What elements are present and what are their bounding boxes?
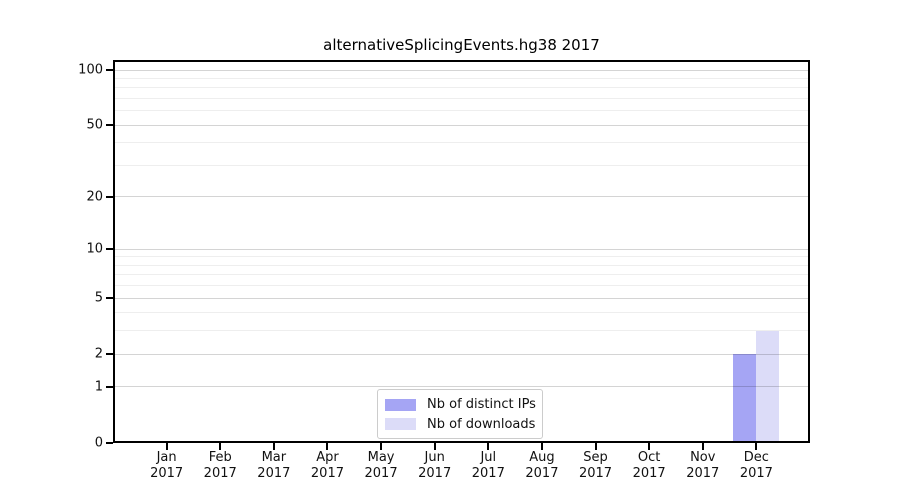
x-axis-tick — [326, 443, 329, 450]
x-tick-label: Apr 2017 — [310, 450, 344, 481]
chart-title: alternativeSplicingEvents.hg38 2017 — [323, 36, 600, 54]
x-axis-tick — [433, 443, 436, 450]
y-gridline-major — [113, 196, 810, 198]
y-axis-tick — [106, 442, 113, 444]
y-tick-label: 10 — [86, 241, 103, 257]
x-tick-label: Jul 2017 — [471, 450, 505, 481]
y-gridline-minor — [113, 285, 810, 287]
x-axis-tick — [648, 443, 651, 450]
x-axis-tick — [487, 443, 490, 450]
y-tick-label: 5 — [94, 290, 103, 306]
x-tick-label: Oct 2017 — [632, 450, 666, 481]
y-tick-label: 0 — [94, 435, 103, 451]
x-axis-tick — [540, 443, 543, 450]
y-tick-label: 100 — [78, 62, 103, 78]
legend-swatch — [385, 418, 416, 431]
y-tick-label: 1 — [94, 379, 103, 395]
bar-downloads — [756, 330, 780, 443]
y-tick-label: 2 — [94, 346, 103, 362]
y-gridline-minor — [113, 264, 810, 266]
y-gridline-major — [113, 353, 810, 355]
y-gridline-minor — [113, 274, 810, 276]
y-gridline-minor — [113, 97, 810, 99]
bar-distinct-ips — [733, 354, 757, 443]
y-axis-tick — [106, 385, 113, 388]
y-gridline-major — [113, 124, 810, 126]
y-gridline-minor — [113, 330, 810, 332]
y-axis-tick — [106, 69, 113, 71]
legend-swatch — [385, 398, 416, 411]
y-axis-tick — [106, 297, 113, 300]
y-gridline-minor — [113, 110, 810, 112]
y-gridline-minor — [113, 164, 810, 166]
y-gridline-minor — [113, 77, 810, 79]
x-tick-label: Jun 2017 — [418, 450, 452, 481]
x-tick-label: Mar 2017 — [257, 450, 291, 481]
y-tick-label: 20 — [86, 189, 103, 205]
x-axis-tick — [165, 443, 168, 450]
y-gridline-major — [113, 297, 810, 299]
legend: Nb of distinct IPs Nb of downloads — [377, 389, 543, 439]
y-gridline-major — [113, 386, 810, 388]
x-axis-tick — [219, 443, 222, 450]
x-tick-label: Jan 2017 — [150, 450, 184, 481]
x-tick-label: Sep 2017 — [578, 450, 613, 481]
x-tick-label: Nov 2017 — [686, 450, 720, 481]
legend-label: Nb of distinct IPs — [427, 397, 536, 413]
legend-item: Nb of downloads — [385, 416, 536, 432]
x-tick-label: Dec 2017 — [739, 450, 773, 481]
x-axis-tick — [380, 443, 383, 450]
y-tick-label: 50 — [86, 117, 103, 133]
x-axis-tick — [755, 443, 758, 450]
y-axis-tick — [106, 248, 113, 251]
y-gridline-minor — [113, 256, 810, 258]
x-axis-tick — [701, 443, 704, 450]
x-tick-label: Feb 2017 — [203, 450, 237, 481]
x-tick-label: May 2017 — [364, 450, 398, 481]
y-gridline-minor — [113, 142, 810, 144]
legend-label: Nb of downloads — [427, 416, 536, 432]
y-axis-tick — [106, 195, 113, 198]
y-gridline-minor — [113, 312, 810, 314]
y-gridline-major — [113, 69, 810, 71]
x-axis-tick — [594, 443, 597, 450]
x-tick-label: Aug 2017 — [525, 450, 559, 481]
legend-item: Nb of distinct IPs — [385, 397, 536, 413]
x-axis-tick — [272, 443, 275, 450]
y-gridline-minor — [113, 87, 810, 89]
y-gridline-major — [113, 248, 810, 250]
y-axis-tick — [106, 124, 113, 127]
y-axis-tick — [106, 353, 113, 356]
